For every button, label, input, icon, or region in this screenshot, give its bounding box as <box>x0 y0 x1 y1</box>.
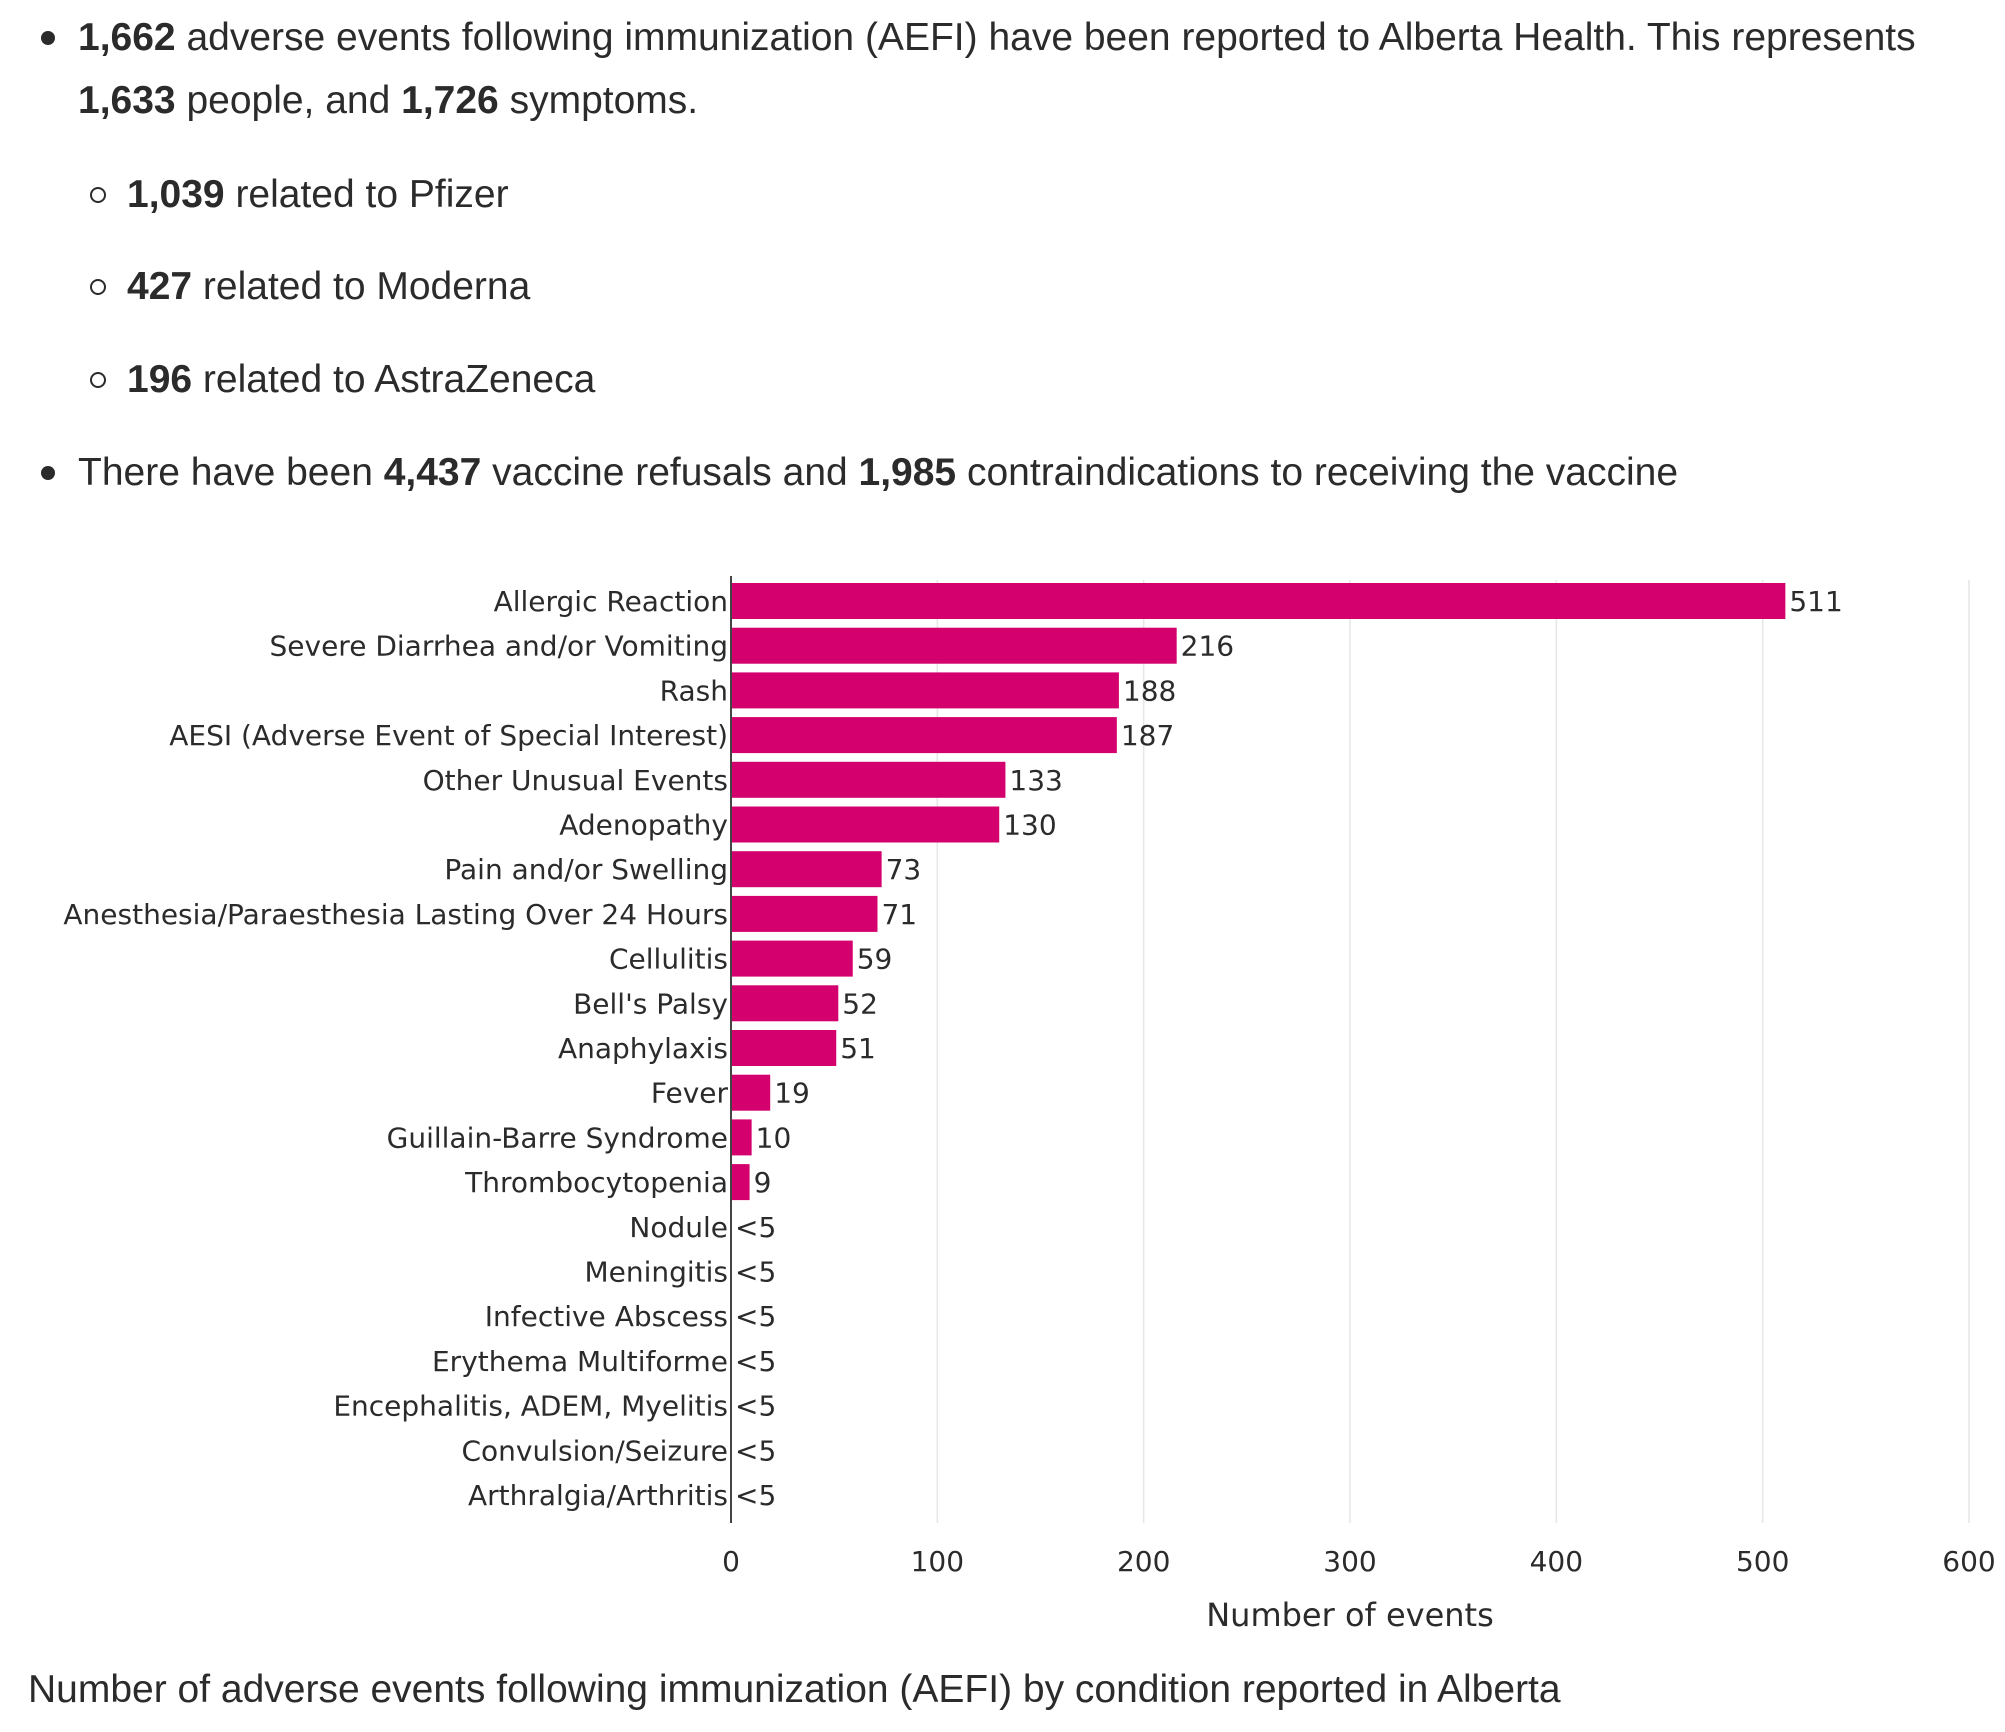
sub-item-pfizer: 1,039 related to Pfizer <box>127 173 509 216</box>
category-label: Pain and/or Swelling <box>444 853 728 886</box>
refusals-count: 4,437 <box>383 451 482 494</box>
category-label: Anaphylaxis <box>558 1032 728 1065</box>
x-tick-label: 600 <box>1942 1545 1995 1578</box>
chart-category-labels: Allergic Reaction Severe Diarrhea and/or … <box>63 585 728 1512</box>
x-tick-label: 300 <box>1323 1545 1376 1578</box>
category-label: Guillain-Barre Syndrome <box>387 1121 728 1154</box>
value-label: 71 <box>881 898 917 931</box>
value-label: 133 <box>1009 764 1062 797</box>
chart-x-tick-labels: 0 100 200 300 400 500 600 <box>722 1545 1996 1578</box>
bullet-dot-icon <box>41 31 55 45</box>
bar <box>731 672 1119 709</box>
value-label: 187 <box>1121 719 1174 752</box>
category-label: Convulsion/Seizure <box>461 1434 728 1467</box>
sub-item-moderna: 427 related to Moderna <box>127 265 531 308</box>
value-label: 188 <box>1123 674 1176 707</box>
value-label: 19 <box>774 1077 810 1110</box>
category-label: Encephalitis, ADEM, Myelitis <box>333 1390 728 1423</box>
category-label: Rash <box>660 674 728 707</box>
chart-gridlines <box>936 580 1970 1523</box>
category-label: Nodule <box>629 1211 728 1244</box>
value-label: <5 <box>735 1345 776 1378</box>
aefi-bar-chart: Allergic Reaction Severe Diarrhea and/or … <box>63 576 1996 1634</box>
x-tick-label: 400 <box>1530 1545 1583 1578</box>
chart-bars <box>731 583 1786 1201</box>
summary-line-1: 1,662 adverse events following immunizat… <box>78 16 1916 122</box>
bar <box>731 761 1006 798</box>
value-label: <5 <box>735 1390 776 1423</box>
category-label: Infective Abscess <box>485 1300 728 1333</box>
bar <box>731 1074 771 1111</box>
bar <box>731 985 839 1022</box>
aefi-total-count: 1,662 <box>78 16 176 59</box>
sub-bullet-circle-icon <box>90 187 106 203</box>
category-label: Meningitis <box>584 1256 728 1289</box>
bar <box>731 940 853 977</box>
value-label: <5 <box>735 1211 776 1244</box>
value-label: <5 <box>735 1256 776 1289</box>
bar <box>731 627 1177 664</box>
chart-caption: Number of adverse events following immun… <box>28 1668 1561 1711</box>
value-label: 216 <box>1181 630 1234 663</box>
value-label: <5 <box>735 1479 776 1512</box>
category-label: Erythema Multiforme <box>432 1345 728 1378</box>
value-label: <5 <box>735 1434 776 1467</box>
sub-item-astrazeneca: 196 related to AstraZeneca <box>127 358 596 401</box>
summary-line-2: There have been 4,437 vaccine refusals a… <box>78 451 1679 494</box>
value-label: 9 <box>754 1166 772 1199</box>
category-label: Cellulitis <box>609 943 728 976</box>
value-label: <5 <box>735 1300 776 1333</box>
bullet-dot-icon <box>41 466 55 480</box>
x-tick-label: 100 <box>911 1545 964 1578</box>
category-label: Arthralgia/Arthritis <box>468 1479 728 1512</box>
value-label: 51 <box>840 1032 876 1065</box>
category-label: Fever <box>651 1077 729 1110</box>
bar <box>731 806 1000 843</box>
bar <box>731 583 1786 619</box>
bar <box>731 1119 752 1156</box>
category-label: Other Unusual Events <box>423 764 728 797</box>
contraindications-count: 1,985 <box>858 451 957 494</box>
chart-x-axis-title: Number of events <box>1206 1596 1494 1634</box>
value-label: 10 <box>756 1121 792 1154</box>
x-tick-label: 200 <box>1117 1545 1170 1578</box>
value-label: 52 <box>842 987 878 1020</box>
value-label: 511 <box>1789 585 1842 618</box>
category-label: Anesthesia/Paraesthesia Lasting Over 24 … <box>63 898 728 931</box>
category-label: Bell's Palsy <box>573 987 728 1020</box>
sub-bullet-circle-icon <box>90 279 106 295</box>
bar <box>731 717 1117 754</box>
x-tick-label: 500 <box>1736 1545 1789 1578</box>
people-count: 1,633 <box>78 79 176 122</box>
sub-bullet-circle-icon <box>90 372 106 388</box>
bar <box>731 1164 750 1201</box>
symptoms-count: 1,726 <box>401 79 499 122</box>
category-label: Adenopathy <box>559 809 728 842</box>
value-label: 59 <box>857 943 893 976</box>
category-label: Thrombocytopenia <box>464 1166 728 1199</box>
bar <box>731 895 878 932</box>
x-tick-label: 0 <box>722 1545 740 1578</box>
bar <box>731 1030 837 1066</box>
value-label: 73 <box>886 853 922 886</box>
category-label: Allergic Reaction <box>494 585 728 618</box>
value-label: 130 <box>1003 809 1056 842</box>
category-label: AESI (Adverse Event of Special Interest) <box>169 719 728 752</box>
bar <box>731 851 882 888</box>
category-label: Severe Diarrhea and/or Vomiting <box>270 630 729 663</box>
